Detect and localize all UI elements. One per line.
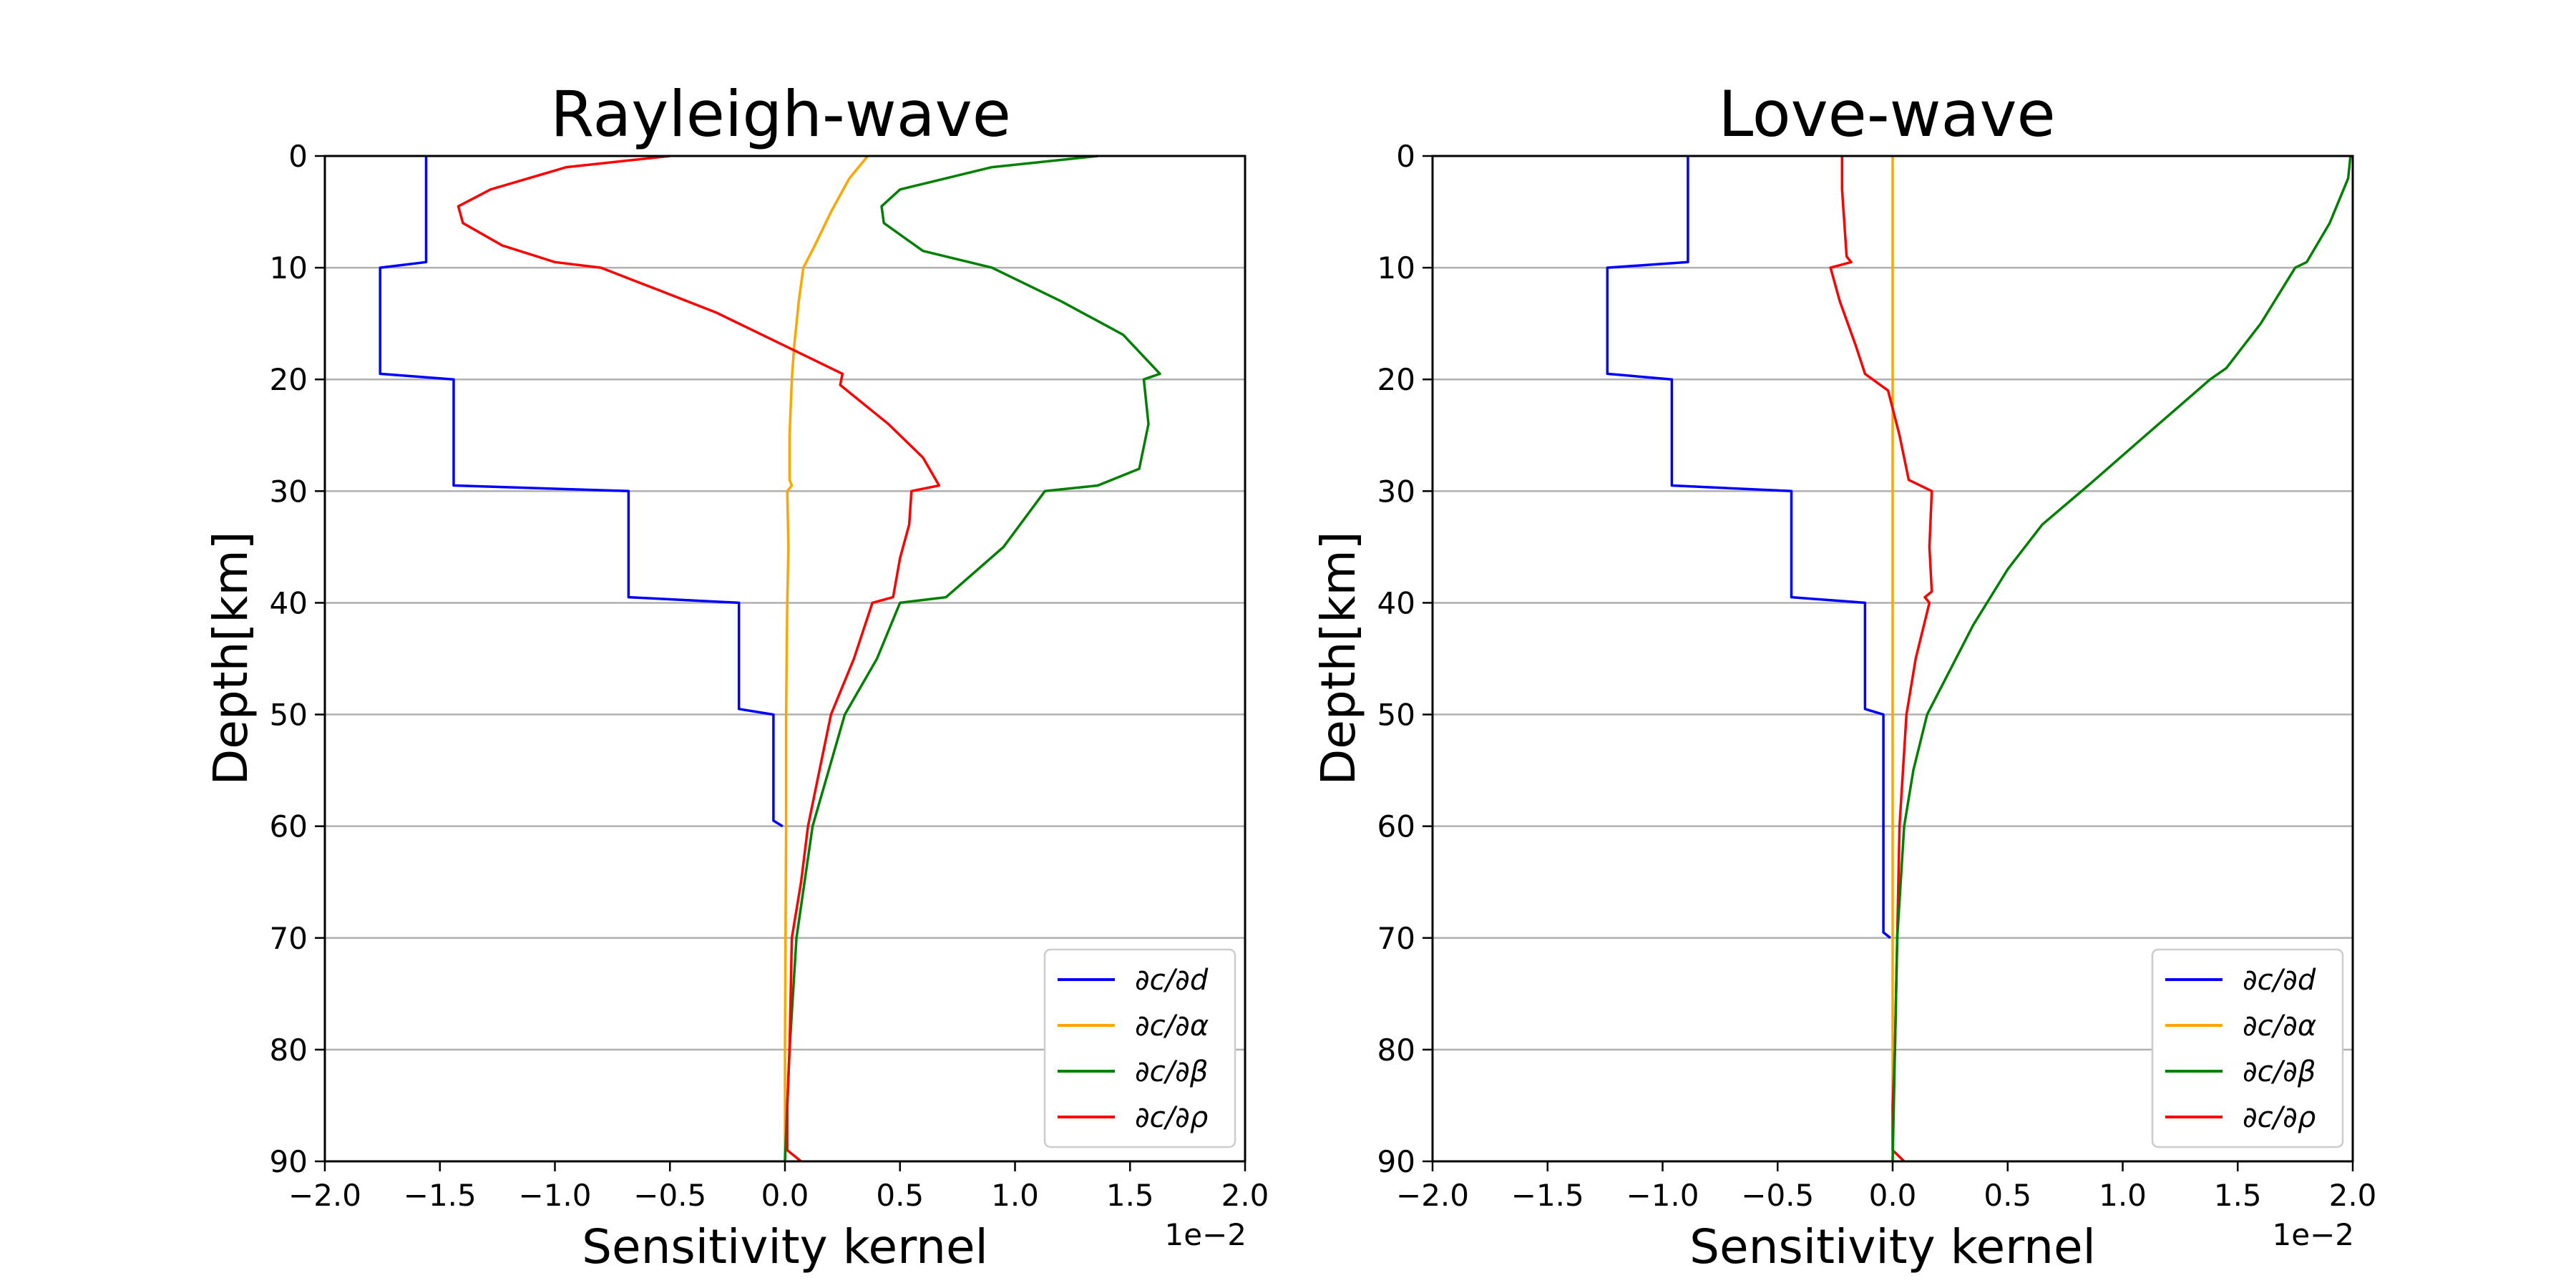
love-wave-panel: Love-wave 0 10 20 30 40 50 60 70 80 90−2.0 −1.5 −1.… <box>1311 77 2376 1274</box>
y-tick-label: 60 <box>1377 809 1415 844</box>
x-tick-label: 0.0 <box>1869 1178 1917 1213</box>
x-tick-label: 1.5 <box>2214 1178 2262 1213</box>
series-line <box>784 155 869 1161</box>
legend-label: ∂c/∂β <box>2243 1055 2316 1088</box>
x-tick-label: 0.5 <box>876 1178 924 1213</box>
y-tick-label: 0 <box>288 139 308 174</box>
series-layer <box>379 155 1161 1163</box>
x-tick-label: −0.5 <box>1741 1178 1814 1213</box>
y-tick-label: 90 <box>1377 1144 1415 1179</box>
ticks: 0 10 20 30 40 50 60 70 80 90−2.0 −1.5 −1.0 −0.5 0.0 0.… <box>1377 139 2377 1213</box>
x-tick-label: 0.0 <box>761 1178 809 1213</box>
y-tick-label: 30 <box>270 474 308 509</box>
x-tick-label: 1.0 <box>991 1178 1039 1213</box>
x-tick-label: 2.0 <box>1221 1178 1269 1213</box>
legend: ∂c/∂d ∂c/∂α ∂c/∂β ∂c/∂ρ <box>2151 948 2344 1148</box>
y-tick-label: 0 <box>1396 139 1415 174</box>
series-line <box>457 155 941 1163</box>
legend-label: ∂c/∂β <box>1135 1055 1208 1088</box>
x-tick-label: 0.5 <box>1984 1178 2031 1213</box>
y-tick-label: 90 <box>270 1144 308 1179</box>
series-line <box>1606 156 1891 940</box>
y-tick-label: 60 <box>270 809 308 844</box>
x-tick-label: −1.0 <box>1626 1178 1699 1213</box>
x-axis-label: Sensitivity kernel <box>1689 1219 2096 1274</box>
y-tick-label: 70 <box>270 921 308 956</box>
series-line <box>1891 155 2352 1162</box>
y-tick-label: 80 <box>1377 1033 1415 1068</box>
series-line <box>1829 156 1933 1163</box>
x-tick-label: −2.0 <box>288 1178 361 1213</box>
y-tick-label: 20 <box>1377 362 1415 397</box>
y-tick-label: 40 <box>1377 585 1415 620</box>
y-tick-label: 50 <box>270 698 308 733</box>
x-axis-label: Sensitivity kernel <box>582 1219 988 1274</box>
y-axis-label: Depth[km] <box>203 531 258 785</box>
y-tick-label: 80 <box>270 1033 308 1068</box>
y-tick-label: 50 <box>1377 698 1415 733</box>
x-tick-label: −1.0 <box>519 1178 592 1213</box>
legend-frame <box>1043 948 1236 1148</box>
x-offset-label: 1e−2 <box>1165 1217 1246 1252</box>
y-tick-label: 30 <box>1377 474 1415 509</box>
chart-title: Love-wave <box>1718 77 2055 151</box>
series-layer <box>1606 155 2352 1163</box>
legend-frame <box>2151 948 2344 1148</box>
y-tick-label: 70 <box>1377 921 1415 956</box>
legend: ∂c/∂d ∂c/∂α ∂c/∂β ∂c/∂ρ <box>1043 948 1236 1148</box>
legend-label: ∂c/∂d <box>2243 964 2316 997</box>
chart-title: Rayleigh-wave <box>550 77 1011 151</box>
legend-label: ∂c/∂ρ <box>2243 1101 2316 1134</box>
x-tick-label: 1.0 <box>2099 1178 2147 1213</box>
legend-label: ∂c/∂ρ <box>1135 1101 1208 1134</box>
rayleigh-wave-panel: Rayleigh-wave 0 10 20 30 40 50 60 70 80 90−2.0 −1.… <box>203 77 1269 1274</box>
y-tick-label: 20 <box>270 362 308 397</box>
legend-label: ∂c/∂α <box>1135 1010 1209 1043</box>
legend-label: ∂c/∂d <box>1135 964 1209 997</box>
series-line <box>784 155 1161 1162</box>
legend-label: ∂c/∂α <box>2243 1010 2316 1043</box>
x-tick-label: −2.0 <box>1396 1178 1469 1213</box>
y-tick-label: 10 <box>270 250 308 286</box>
x-offset-label: 1e−2 <box>2273 1217 2354 1252</box>
y-axis-label: Depth[km] <box>1311 531 1366 785</box>
series-line <box>379 156 784 828</box>
x-tick-label: −0.5 <box>633 1178 706 1213</box>
y-tick-label: 40 <box>270 585 308 620</box>
x-tick-label: −1.5 <box>1511 1178 1584 1213</box>
y-tick-label: 10 <box>1377 250 1415 286</box>
x-tick-label: 1.5 <box>1106 1178 1154 1213</box>
x-tick-label: 2.0 <box>2329 1178 2377 1213</box>
x-tick-label: −1.5 <box>404 1178 477 1213</box>
ticks: 0 10 20 30 40 50 60 70 80 90−2.0 −1.5 −1.0 −0.5 0.0 0.… <box>270 139 1269 1213</box>
